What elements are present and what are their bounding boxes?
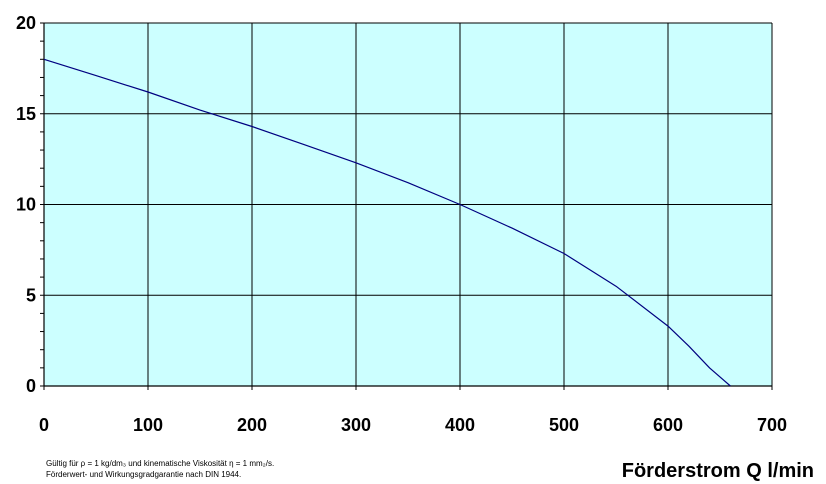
- y-tick-labels: 0 5 10 15 20: [16, 13, 36, 396]
- x-tick-label: 400: [445, 415, 475, 435]
- x-tick-label: 500: [549, 415, 579, 435]
- x-tick-label: 600: [653, 415, 683, 435]
- x-axis-label: Förderstrom Q l/min: [621, 460, 814, 482]
- note-line-1: Gültig für ρ = 1 kg/dm₃ und kinematische…: [46, 459, 275, 468]
- validity-notes: Gültig für ρ = 1 kg/dm₃ und kinematische…: [46, 458, 274, 480]
- y-tick-label: 0: [26, 376, 36, 396]
- y-tick-label: 20: [16, 13, 36, 33]
- x-tick-label: 300: [341, 415, 371, 435]
- series-group: [43, 58, 731, 387]
- y-tick-label: 15: [16, 104, 36, 124]
- axes: [43, 23, 772, 387]
- x-tick-label: 0: [39, 415, 49, 435]
- x-tick-label: 100: [133, 415, 163, 435]
- y-tick-label: 10: [16, 195, 36, 215]
- x-tick-labels: 0 100 200 300 400 500 600 700: [39, 415, 787, 435]
- x-tick-label: 200: [237, 415, 267, 435]
- x-tick-label: 700: [757, 415, 787, 435]
- series-line: [43, 58, 731, 387]
- grid: [44, 22, 773, 386]
- note-line-2: Förderwert- und Wirkungsgradgarantie nac…: [46, 470, 242, 479]
- y-tick-label: 5: [26, 285, 36, 305]
- minor-ticks: [40, 22, 773, 390]
